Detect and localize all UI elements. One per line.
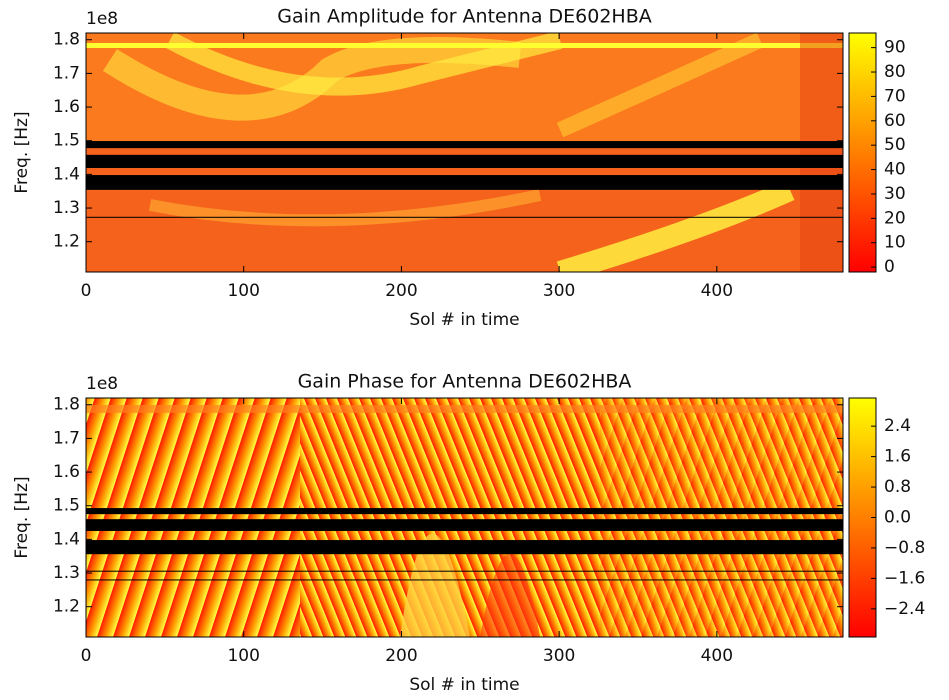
y-tick-label: 1.2 xyxy=(53,232,80,252)
masked-band xyxy=(86,519,843,531)
y-tick-label: 1.3 xyxy=(53,198,80,218)
plot-frame xyxy=(85,32,844,273)
masked-band xyxy=(86,154,843,168)
colorbar-tick-label: 30 xyxy=(884,184,906,204)
masked-band xyxy=(86,579,843,581)
masked-band xyxy=(86,216,843,218)
colorbar-tick-label: 70 xyxy=(884,86,906,106)
x-tick-label: 200 xyxy=(385,281,417,301)
colorbar xyxy=(848,32,877,273)
x-axis-label: Sol # in time xyxy=(409,675,519,695)
colorbar-tick-label: 50 xyxy=(884,135,906,155)
y-tick-label: 1.6 xyxy=(53,462,80,482)
colorbar-tick-label: 10 xyxy=(884,233,906,253)
y-tick-label: 1.2 xyxy=(53,597,80,617)
y-tick-label: 1.6 xyxy=(53,97,80,117)
masked-band xyxy=(86,570,843,572)
y-tick-label: 1.7 xyxy=(53,428,80,448)
masked-band xyxy=(86,175,843,190)
y-tick-label: 1.8 xyxy=(53,395,80,415)
y-tick-label: 1.4 xyxy=(53,529,80,549)
x-tick-label: 400 xyxy=(701,281,733,301)
colorbar-tick-label: −2.4 xyxy=(884,599,925,619)
colorbar-tick-label: 60 xyxy=(884,111,906,131)
x-tick-label: 0 xyxy=(81,281,92,301)
y-tick-label: 1.4 xyxy=(53,164,80,184)
y-axis-label: Freq. [Hz] xyxy=(12,111,32,193)
colorbar-tick-label: 90 xyxy=(884,38,906,58)
x-tick-label: 100 xyxy=(227,646,259,666)
x-tick-label: 300 xyxy=(543,646,575,666)
y-tick-label: 1.7 xyxy=(53,63,80,83)
y-axis-label: Freq. [Hz] xyxy=(12,476,32,558)
colorbar-tick-label: 1.6 xyxy=(884,447,911,467)
x-tick-label: 300 xyxy=(543,281,575,301)
colorbar-tick-label: 80 xyxy=(884,62,906,82)
colorbar-tick-label: −0.8 xyxy=(884,538,925,558)
colorbar-tick-label: 0 xyxy=(884,257,895,277)
y-tick-label: 1.3 xyxy=(53,563,80,583)
colorbar-tick-label: 0.8 xyxy=(884,477,911,497)
plot-frame xyxy=(85,397,844,638)
offset-label: 1e8 xyxy=(86,9,118,29)
colorbar-tick-label: 0.0 xyxy=(884,508,911,528)
colorbar-tick-label: 40 xyxy=(884,160,906,180)
x-tick-label: 100 xyxy=(227,281,259,301)
colorbar-tick-label: 2.4 xyxy=(884,416,911,436)
phase-texture xyxy=(86,398,843,637)
masked-band xyxy=(86,141,843,149)
y-tick-label: 1.5 xyxy=(53,131,80,151)
y-tick-label: 1.5 xyxy=(53,496,80,516)
x-tick-label: 0 xyxy=(81,646,92,666)
colorbar-tick-label: 20 xyxy=(884,208,906,228)
colorbar-tick-label: −1.6 xyxy=(884,568,925,588)
x-tick-label: 200 xyxy=(385,646,417,666)
offset-label: 1e8 xyxy=(86,374,118,394)
x-tick-label: 400 xyxy=(701,646,733,666)
chart-title: Gain Phase for Antenna DE602HBA xyxy=(298,371,632,393)
y-tick-label: 1.8 xyxy=(53,30,80,50)
x-axis-label: Sol # in time xyxy=(409,310,519,330)
chart-title: Gain Amplitude for Antenna DE602HBA xyxy=(277,6,651,28)
amplitude-texture xyxy=(86,33,843,272)
masked-band xyxy=(86,540,843,555)
masked-band xyxy=(86,508,843,515)
